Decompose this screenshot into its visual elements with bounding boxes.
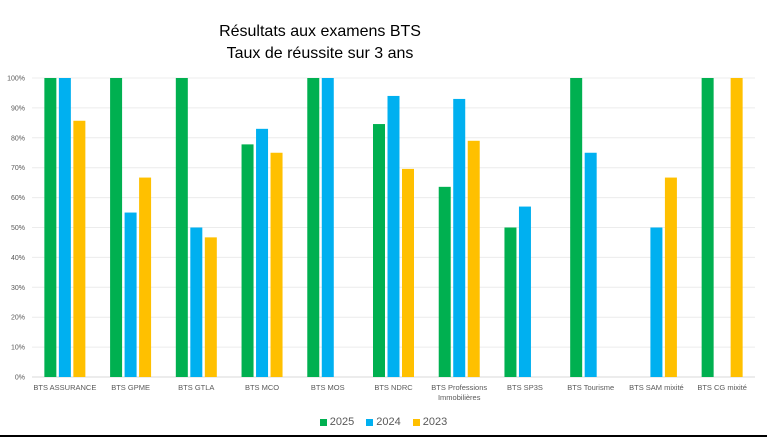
legend-item: 2024	[366, 416, 401, 428]
y-tick-label: 50%	[11, 225, 25, 232]
bar-2023	[270, 152, 283, 377]
bar-2023	[73, 120, 86, 377]
bar-2024	[124, 212, 137, 377]
bar-2024	[453, 98, 466, 378]
legend-swatch	[366, 418, 374, 426]
legend-swatch	[412, 418, 420, 426]
y-tick-label: 20%	[11, 315, 25, 322]
legend-label: 2024	[376, 416, 401, 428]
legend-label: 2023	[422, 416, 448, 428]
y-tick-label: 60%	[11, 195, 25, 202]
x-category-label: BTS Tourisme	[567, 383, 614, 392]
x-category-label: Immobilières	[438, 393, 481, 402]
x-category-label: BTS SP3S	[507, 383, 543, 392]
bar-2024	[256, 128, 269, 377]
legend-swatch	[319, 418, 327, 426]
x-category-label: BTS NDRC	[374, 383, 413, 392]
x-category-label: BTS ASSURANCE	[33, 383, 96, 392]
y-tick-label: 30%	[11, 285, 25, 292]
bar-2023	[204, 237, 217, 377]
bar-2024	[190, 227, 203, 377]
x-category-label: BTS Professions	[431, 383, 487, 392]
bar-2023	[402, 168, 414, 377]
bar-2025	[241, 144, 254, 377]
bar-2025	[701, 78, 714, 377]
legend-item: 2023	[412, 416, 448, 428]
y-tick-label: 70%	[11, 165, 25, 172]
bar-2025	[504, 227, 517, 377]
bar-2024	[650, 227, 663, 377]
x-category-label: BTS SAM mixité	[629, 383, 684, 392]
bar-2025	[175, 78, 188, 377]
legend-item: 2025	[319, 416, 355, 428]
y-tick-label: 80%	[11, 135, 25, 142]
bottom-border	[0, 435, 767, 437]
y-tick-label: 10%	[11, 345, 25, 352]
bar-2024	[58, 78, 71, 377]
legend: 2025 2024 2023	[0, 416, 767, 428]
chart-subtitle: Taux de réussite sur 3 ans	[226, 45, 414, 62]
bar-2023	[730, 78, 743, 377]
bar-2025	[373, 124, 385, 378]
x-category-label: BTS GTLA	[178, 383, 214, 392]
bar-2024	[321, 78, 334, 377]
bar-2025	[307, 78, 320, 377]
y-tick-label: 0%	[15, 375, 25, 382]
bar-2023	[467, 140, 480, 377]
bar-2023	[664, 177, 677, 377]
legend-label: 2025	[329, 416, 355, 428]
bar-2023	[139, 177, 152, 377]
y-tick-label: 90%	[11, 105, 25, 112]
y-tick-label: 40%	[11, 255, 25, 262]
bar-chart: 0% 10% 20% 30% 40% 50% 60% 70% 80% 90% 100% BTS ASS…	[7, 76, 755, 402]
bar-2025	[570, 78, 583, 377]
bar-2025	[44, 78, 57, 377]
bar-2025	[110, 78, 123, 377]
y-tick-label: 100%	[7, 76, 25, 83]
bar-2024	[387, 95, 400, 377]
bar-2024	[584, 152, 597, 377]
x-category-label: BTS GPME	[111, 383, 150, 392]
bar-2025	[438, 186, 451, 377]
x-category-label: BTS MCO	[245, 383, 279, 392]
bar-2024	[518, 206, 531, 377]
x-category-label: BTS MOS	[311, 383, 345, 392]
chart-title: Résultats aux examens BTS	[219, 23, 421, 40]
x-category-label: BTS CG mixité	[697, 383, 747, 392]
